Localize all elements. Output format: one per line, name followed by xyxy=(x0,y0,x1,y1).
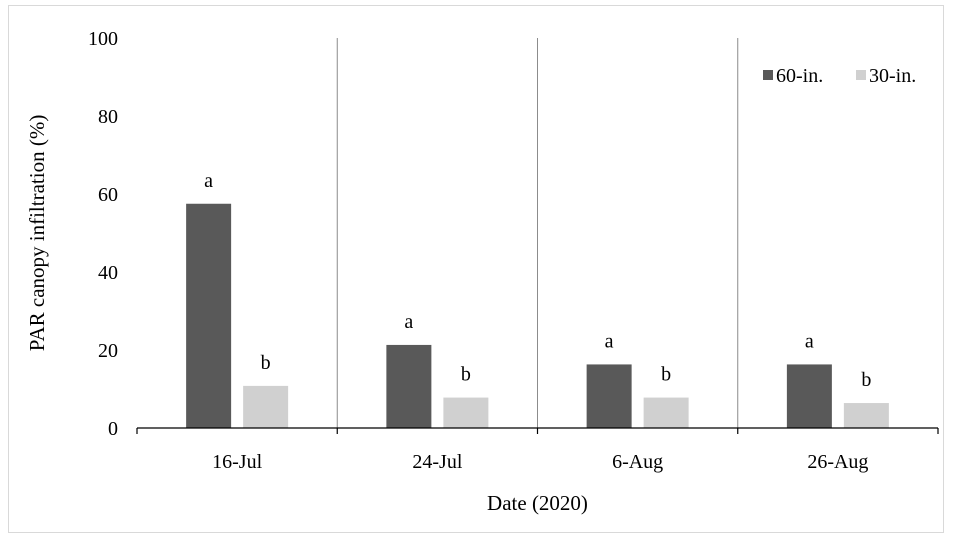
significance-labels: a b a b a b a b xyxy=(204,170,871,391)
significance-label: a xyxy=(404,311,413,333)
x-tick-label: 6-Aug xyxy=(612,451,663,473)
y-tick-label: 0 xyxy=(108,418,118,440)
legend-swatch-60in xyxy=(763,70,773,80)
y-axis-title: PAR canopy infiltration (%) xyxy=(25,115,49,352)
bars xyxy=(186,203,889,428)
y-tick-label: 20 xyxy=(98,340,118,362)
y-axis-ticks: 0 20 40 60 80 100 xyxy=(88,28,118,440)
bar-60in-6-Aug xyxy=(586,364,632,428)
x-axis-title: Date (2020) xyxy=(487,491,588,515)
legend-label-60in: 60-in. xyxy=(776,65,823,87)
significance-label: b xyxy=(461,364,471,386)
significance-label: a xyxy=(204,170,213,192)
significance-label: a xyxy=(805,330,814,352)
x-tick-label: 24-Jul xyxy=(412,451,462,473)
bar-30in-6-Aug xyxy=(643,397,689,428)
y-tick-label: 40 xyxy=(98,262,118,284)
significance-label: a xyxy=(605,330,614,352)
legend: 60-in. 30-in. xyxy=(763,65,916,87)
x-tick-label: 26-Aug xyxy=(807,451,868,473)
chart-frame xyxy=(8,5,944,533)
bar-30in-26-Aug xyxy=(843,403,889,428)
legend-swatch-30in xyxy=(856,70,866,80)
y-tick-label: 60 xyxy=(98,184,118,206)
significance-label: b xyxy=(661,364,671,386)
bar-30in-16-Jul xyxy=(243,385,289,428)
significance-label: b xyxy=(861,369,871,391)
bar-60in-26-Aug xyxy=(786,364,832,428)
category-separators xyxy=(336,38,739,428)
y-tick-label: 100 xyxy=(88,28,118,50)
bar-60in-16-Jul xyxy=(186,203,232,428)
x-tick-label: 16-Jul xyxy=(212,451,262,473)
x-axis-ticks: 16-Jul 24-Jul 6-Aug 26-Aug xyxy=(136,428,939,473)
significance-label: b xyxy=(261,352,271,374)
y-tick-label: 80 xyxy=(98,106,118,128)
bar-30in-24-Jul xyxy=(443,397,489,428)
legend-label-30in: 30-in. xyxy=(869,65,916,87)
bar-60in-24-Jul xyxy=(386,344,432,428)
